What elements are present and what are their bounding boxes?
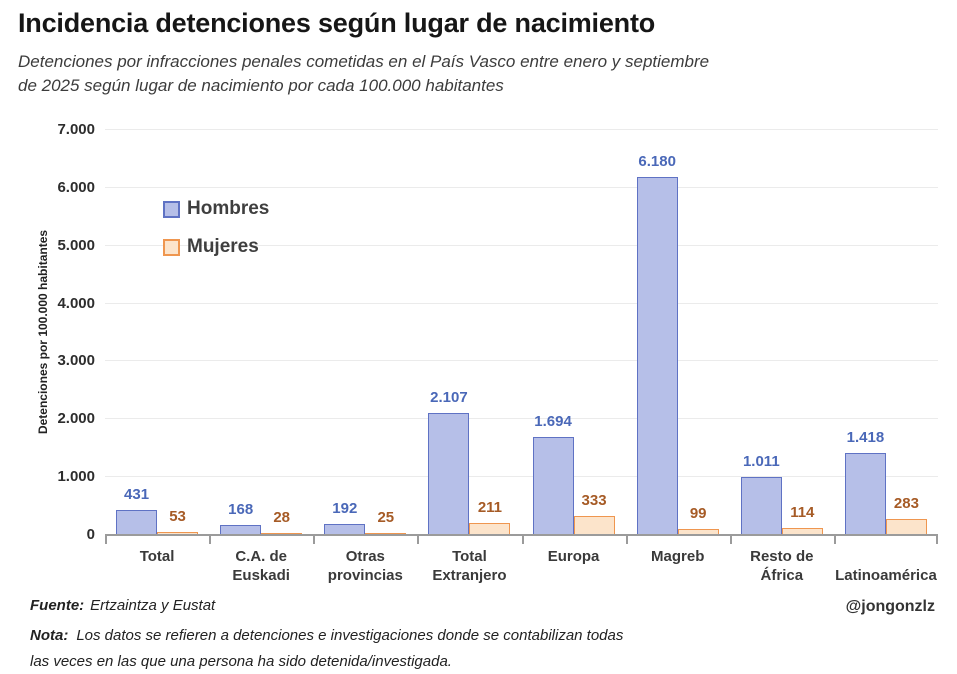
x-axis-label-line [626,566,730,585]
gridline-1000 [105,476,938,478]
x-axis-label-0: Total [105,547,209,585]
x-axis-label-line [105,566,209,585]
y-tick-label-6000: 6.000 [57,178,95,196]
x-axis-label-line: Total [139,548,175,565]
bar-value-hombres-2: 192 [332,499,358,517]
x-axis-label-line: Europa [547,548,600,565]
bar-hombres-7 [844,452,886,535]
bar-value-mujeres-1: 28 [273,509,291,526]
legend-item-hombres: Hombres [163,198,269,220]
bar-mujeres-4 [573,515,615,535]
x-axis-label-7: Latinoamérica [834,547,938,585]
source-note: Fuente: Ertzaintza y Eustat [30,597,215,614]
y-tick-label-4000: 4.000 [57,294,95,312]
x-axis-label-line: provincias [327,567,403,584]
x-axis-label-line: Euskadi [232,567,290,584]
bar-hombres-5 [636,177,678,535]
x-axis-label-line: Resto de [750,548,814,565]
bar-value-hombres-7: 1.418 [846,428,885,446]
gridline-4000 [105,302,938,304]
footnote-label: Nota: [30,627,69,644]
bar-hombres-4 [532,437,574,535]
x-axis-label-4: Europa [522,547,626,585]
x-axis-tick-5 [625,536,628,544]
gridline-7000 [105,129,938,130]
x-axis-label-line: Total [452,548,487,565]
x-axis-tick-0 [105,536,107,544]
bar-value-mujeres-0: 53 [169,507,186,525]
gridline-3000 [105,360,938,362]
x-axis-label-line: Latinoamérica [835,567,937,584]
y-tick-label-7000: 7.000 [57,121,95,138]
y-tick-label-1000: 1.000 [57,468,95,486]
bar-value-hombres-5: 6.180 [638,153,676,171]
bar-value-mujeres-4: 333 [581,491,607,509]
legend-label-mujeres: Mujeres [187,236,259,257]
source-text: Ertzaintza y Eustat [90,597,216,614]
bar-value-hombres-4: 1.694 [534,413,572,430]
author-handle: @jongonzlz [845,598,935,615]
x-axis-tick-4 [521,536,524,544]
x-axis-label-1: C.A. de Euskadi [209,547,313,585]
gridline-2000 [105,418,938,420]
gridline-6000 [105,186,938,188]
bar-value-mujeres-7: 283 [893,494,919,512]
x-axis-label-6: Resto de África [730,547,834,585]
bar-value-mujeres-6: 114 [790,504,815,522]
y-axis-title: Detenciones por 100.000 habitantes [36,229,50,435]
y-tick-label-0: 0 [86,526,95,543]
x-axis-label-2: Otras provincias [313,547,417,585]
bar-mujeres-7 [885,518,927,535]
footnote-line1: Nota: Los datos se refieren a detenciones… [30,623,623,649]
y-tick-label-3000: 3.000 [57,352,95,370]
x-axis-label-3: Total Extranjero [417,547,521,585]
chart-subtitle: Detenciones por infracciones penales com… [18,50,709,98]
x-axis-label-line: Otras [345,548,385,565]
page-title: Incidencia detenciones según lugar de na… [18,8,656,38]
x-axis-label-line: África [760,567,804,584]
x-axis-tick-7 [833,536,836,544]
bar-value-hombres-1: 168 [228,501,254,519]
x-axis-label-line: Magreb [651,548,705,565]
x-axis-line [105,534,938,536]
legend-label-hombres: Hombres [187,198,270,219]
bar-value-mujeres-3: 211 [477,498,503,516]
bar-value-hombres-3: 2.107 [430,389,468,407]
x-axis-label-5: Magreb [626,547,730,585]
legend: Hombres Mujeres [163,198,269,274]
footnote-text1: Los datos se refieren a detenciones e in… [76,627,624,644]
x-axis-tick-1 [209,536,212,544]
legend-swatch-mujeres-icon [163,238,180,256]
x-axis-label-line: Extranjero [432,567,507,584]
y-tick-label-5000: 5.000 [57,236,95,254]
x-axis-label-line [522,566,626,585]
bar-value-mujeres-5: 99 [689,505,707,523]
x-axis-label-line [834,547,938,566]
gridline-5000 [105,244,938,246]
bar-value-hombres-6: 1.011 [742,452,780,470]
plot-area: 0 1.000 2.000 3.000 4.000 5.000 6.000 7.000 431 1… [57,121,938,584]
x-axis-label-line: C.A. de [235,548,288,565]
y-tick-label-2000: 2.000 [57,410,95,428]
source-label: Fuente: [30,597,85,614]
bar-hombres-6 [740,476,782,535]
legend-item-mujeres: Mujeres [163,236,269,258]
footnote-text2: las veces en las que una persona ha sido… [30,653,452,670]
bar-value-mujeres-2: 25 [377,509,395,526]
x-axis-tick-2 [313,536,316,544]
chart-subtitle-line1: Detenciones por infracciones penales com… [18,52,710,71]
x-axis-tick-3 [417,536,420,544]
footnote: Nota: Los datos se refieren a detenciones… [30,623,623,674]
chart-subtitle-line2: de 2025 según lugar de nacimiento por ca… [18,76,504,95]
bar-hombres-3 [428,413,470,535]
legend-swatch-hombres-icon [163,200,180,218]
x-axis-tick-6 [729,536,732,544]
x-axis-tick-8 [936,536,938,544]
bar-value-hombres-0: 431 [124,486,150,504]
